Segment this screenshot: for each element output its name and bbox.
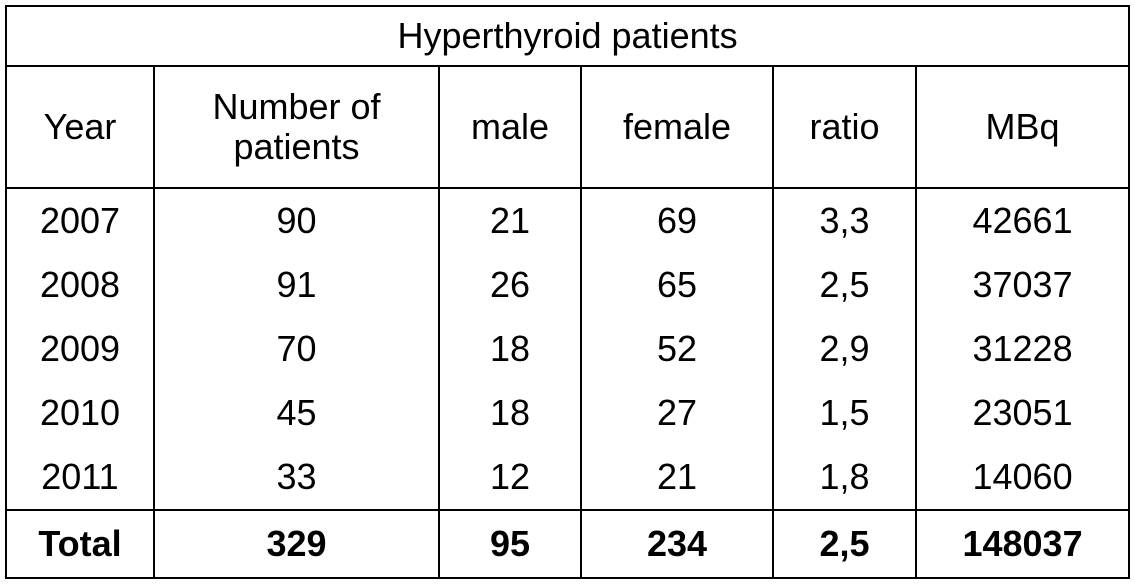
cell: 23051	[914, 381, 1131, 445]
cell: 70	[153, 317, 440, 381]
cell: 2009	[5, 317, 155, 381]
data-row: 2009 70 18 52 2,9 31228	[5, 317, 1131, 381]
cell: 95	[438, 509, 582, 579]
cell: 18	[438, 381, 582, 445]
cell: 21	[438, 188, 582, 253]
cell: 69	[580, 188, 774, 253]
header-cell: MBq	[914, 66, 1131, 189]
cell: 14060	[914, 445, 1131, 510]
cell: 90	[153, 188, 440, 253]
data-row: 2008 91 26 65 2,5 37037	[5, 253, 1131, 317]
cell: 329	[153, 509, 440, 579]
total-row: Total 329 95 234 2,5 148037	[5, 509, 1131, 579]
header-cell: Number of patients	[153, 66, 440, 189]
table-title: Hyperthyroid patients	[4, 5, 1131, 67]
cell: 18	[438, 317, 582, 381]
cell: 148037	[914, 509, 1131, 579]
cell: 42661	[914, 188, 1131, 253]
cell: Total	[5, 509, 155, 579]
title-row: Hyperthyroid patients	[4, 5, 1131, 67]
header-cell: Year	[5, 66, 155, 189]
cell: 2,9	[772, 317, 917, 381]
data-row: 2011 33 12 21 1,8 14060	[5, 445, 1131, 510]
cell: 3,3	[772, 188, 917, 253]
cell: 91	[153, 253, 440, 317]
table-body: Hyperthyroid patients Year Number of pati…	[4, 5, 1131, 579]
cell: 21	[580, 445, 774, 510]
cell: 2,5	[772, 509, 917, 579]
cell: 52	[580, 317, 774, 381]
cell: 33	[153, 445, 440, 510]
header-cell: ratio	[772, 66, 917, 189]
cell: 2007	[5, 188, 155, 253]
cell: 45	[153, 381, 440, 445]
cell: 26	[438, 253, 582, 317]
cell: 27	[580, 381, 774, 445]
cell: 37037	[914, 253, 1131, 317]
cell: 31228	[914, 317, 1131, 381]
cell: 2008	[5, 253, 155, 317]
cell: 65	[580, 253, 774, 317]
cell: 12	[438, 445, 582, 510]
cell: 2,5	[772, 253, 917, 317]
cell: 234	[580, 509, 774, 579]
data-table: Hyperthyroid patients Year Number of pati…	[4, 5, 1131, 579]
header-row: Year Number of patients male female ratio MBq	[5, 66, 1131, 189]
header-cell: male	[438, 66, 582, 189]
cell: 2010	[5, 381, 155, 445]
header-cell: female	[580, 66, 774, 189]
data-row: 2007 90 21 69 3,3 42661	[5, 188, 1131, 253]
cell: 1,8	[772, 445, 917, 510]
cell: 2011	[5, 445, 155, 510]
data-row: 2010 45 18 27 1,5 23051	[5, 381, 1131, 445]
cell: 1,5	[772, 381, 917, 445]
